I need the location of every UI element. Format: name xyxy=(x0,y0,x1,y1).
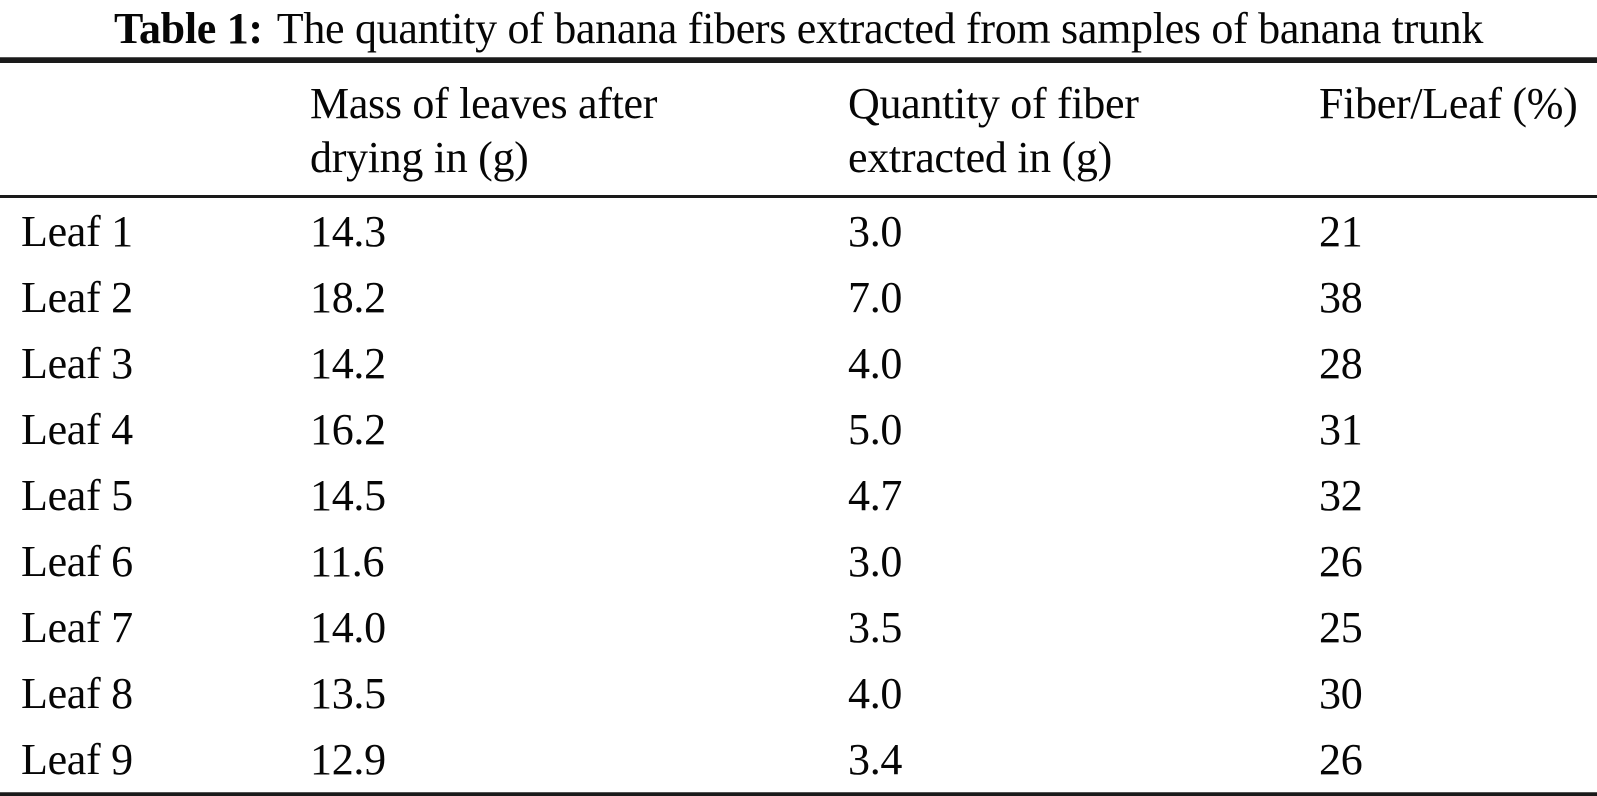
table-row: Leaf 7 14.0 3.5 25 xyxy=(0,594,1597,660)
row-label: Leaf 3 xyxy=(21,338,133,388)
cell-percent: 28 xyxy=(1319,338,1363,388)
table-row: Leaf 2 18.2 7.0 38 xyxy=(0,264,1597,330)
data-table: Mass of leaves after drying in (g) Quant… xyxy=(0,63,1597,195)
table-row: Leaf 9 12.9 3.4 26 xyxy=(0,726,1597,792)
cell-mass: 18.2 xyxy=(310,272,386,322)
cell-fiber: 4.0 xyxy=(848,338,903,388)
cell-percent: 32 xyxy=(1319,470,1363,520)
table-caption: Table 1: The quantity of banana fibers ex… xyxy=(0,0,1597,57)
header-cell-mass: Mass of leaves after drying in (g) xyxy=(310,63,848,195)
table-row: Leaf 1 14.3 3.0 21 xyxy=(0,198,1597,264)
cell-mass: 13.5 xyxy=(310,668,386,718)
table-row: Leaf 5 14.5 4.7 32 xyxy=(0,462,1597,528)
cell-mass: 14.5 xyxy=(310,470,386,520)
table-top-rule xyxy=(0,57,1597,63)
header-percent-line1: Fiber/Leaf (%) xyxy=(1319,79,1578,128)
header-fiber-line1: Quantity of fiber xyxy=(848,79,1139,128)
data-table-body: Leaf 1 14.3 3.0 21 Leaf 2 18.2 7.0 38 Le… xyxy=(0,198,1597,792)
cell-fiber: 5.0 xyxy=(848,404,903,454)
table-bottom-rule xyxy=(0,792,1597,796)
cell-fiber: 4.7 xyxy=(848,470,903,520)
cell-percent: 38 xyxy=(1319,272,1363,322)
cell-mass: 12.9 xyxy=(310,734,386,784)
cell-percent: 30 xyxy=(1319,668,1363,718)
header-cell-fiber: Quantity of fiber extracted in (g) xyxy=(848,63,1319,195)
row-label: Leaf 1 xyxy=(21,206,133,256)
table-caption-text: The quantity of banana fibers extracted … xyxy=(276,4,1484,53)
row-label: Leaf 8 xyxy=(21,668,133,718)
table-caption-label: Table 1: xyxy=(113,4,263,53)
table-mid-rule xyxy=(0,195,1597,198)
row-label: Leaf 2 xyxy=(21,272,133,322)
header-mass-line2: drying in (g) xyxy=(310,133,529,182)
row-label: Leaf 4 xyxy=(21,404,133,454)
cell-percent: 21 xyxy=(1319,206,1363,256)
cell-fiber: 3.4 xyxy=(848,734,903,784)
table-row: Leaf 8 13.5 4.0 30 xyxy=(0,660,1597,726)
cell-percent: 25 xyxy=(1319,602,1363,652)
cell-mass: 11.6 xyxy=(310,536,385,586)
header-mass-line1: Mass of leaves after xyxy=(310,79,658,128)
cell-percent: 26 xyxy=(1319,536,1363,586)
cell-mass: 14.2 xyxy=(310,338,386,388)
table-row: Leaf 3 14.2 4.0 28 xyxy=(0,330,1597,396)
header-row: Mass of leaves after drying in (g) Quant… xyxy=(0,63,1597,195)
row-label: Leaf 7 xyxy=(21,602,133,652)
table-header: Mass of leaves after drying in (g) Quant… xyxy=(0,63,1597,195)
cell-fiber: 4.0 xyxy=(848,668,903,718)
cell-mass: 14.0 xyxy=(310,602,386,652)
cell-fiber: 3.5 xyxy=(848,602,903,652)
cell-fiber: 3.0 xyxy=(848,536,903,586)
cell-fiber: 7.0 xyxy=(848,272,903,322)
cell-percent: 26 xyxy=(1319,734,1363,784)
cell-mass: 16.2 xyxy=(310,404,386,454)
cell-mass: 14.3 xyxy=(310,206,386,256)
header-cell-percent: Fiber/Leaf (%) xyxy=(1319,63,1597,195)
header-fiber-line2: extracted in (g) xyxy=(848,133,1112,182)
row-label: Leaf 6 xyxy=(21,536,133,586)
header-cell-empty xyxy=(0,63,310,195)
row-label: Leaf 5 xyxy=(21,470,133,520)
cell-fiber: 3.0 xyxy=(848,206,903,256)
cell-percent: 31 xyxy=(1319,404,1363,454)
row-label: Leaf 9 xyxy=(21,734,133,784)
table-row: Leaf 6 11.6 3.0 26 xyxy=(0,528,1597,594)
table-row: Leaf 4 16.2 5.0 31 xyxy=(0,396,1597,462)
